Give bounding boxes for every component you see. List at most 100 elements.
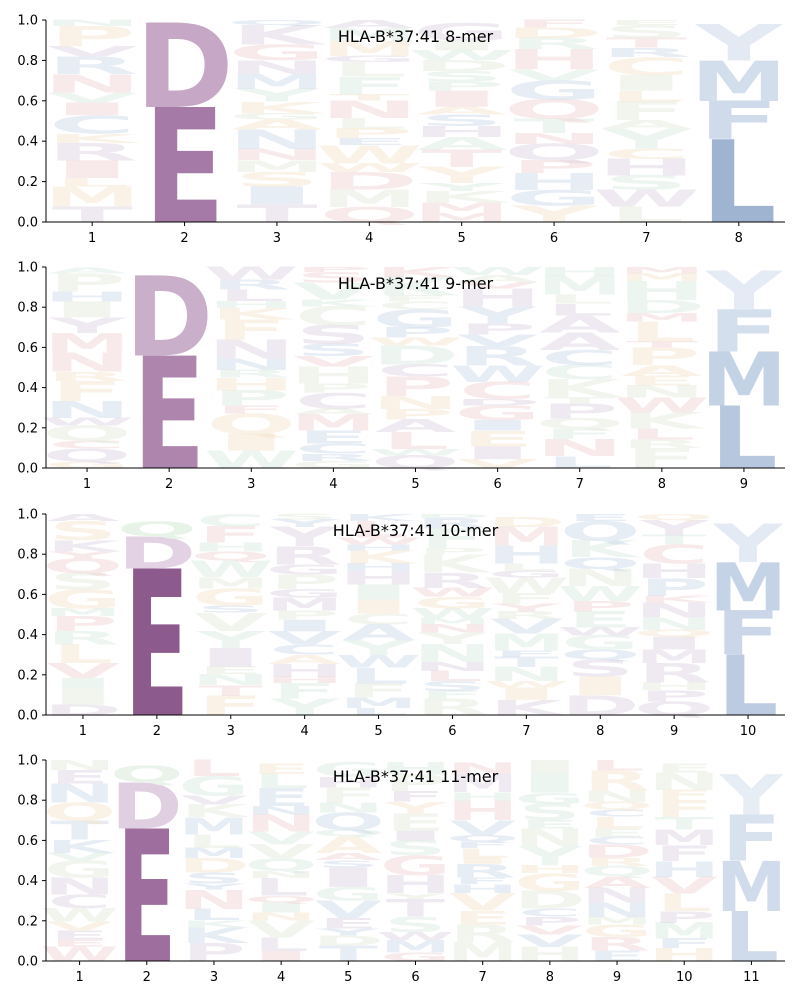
y-tick-label: 0.0 (17, 216, 38, 231)
background-letter-p3: M (192, 574, 269, 592)
background-letter-p1: C (48, 891, 111, 912)
background-letter-p5: M (414, 200, 510, 217)
logo-letter-l-p8: L (701, 117, 777, 249)
y-tick-label: 0.4 (17, 628, 38, 643)
background-letter-p6: W (410, 606, 495, 621)
background-letter-p8: W (558, 625, 643, 638)
background-letter-p1: A (46, 266, 128, 276)
background-letter-p1: P (48, 269, 125, 298)
background-letter-p9: C (585, 835, 648, 847)
y-tick-label: 0.8 (17, 301, 38, 316)
background-letter-p6: C (459, 377, 536, 405)
background-letter-p4: N (245, 910, 317, 922)
background-letter-p4: L (331, 58, 407, 81)
background-letter-p7: F (453, 876, 512, 886)
background-letter-p8: K (621, 408, 707, 434)
background-letter-p1: Q (42, 421, 132, 445)
background-letter-p5: L (348, 517, 409, 543)
background-letter-p4: A (268, 652, 342, 667)
background-letter-p7: C (541, 361, 618, 383)
background-letter-p10: H (648, 857, 720, 882)
background-letter-p3: C (196, 511, 266, 531)
background-letter-p5: Y (417, 181, 506, 193)
background-letter-p3: F (198, 522, 263, 548)
background-letter-p4: H (289, 362, 377, 389)
background-letter-p7: M (537, 271, 623, 301)
x-tick-label: 7 (576, 477, 584, 492)
background-letter-p1: P (48, 612, 118, 636)
background-letter-p1: G (44, 856, 115, 883)
background-letter-p10: L (657, 889, 712, 917)
background-letter-p6: G (413, 594, 491, 612)
background-letter-p1: C (49, 110, 136, 139)
background-letter-p7: Q (446, 834, 519, 844)
background-letter-p1: V (46, 659, 120, 683)
background-letter-p4: M (266, 594, 343, 615)
background-letter-p3: N (207, 335, 295, 365)
background-letter-p10: M (649, 919, 719, 944)
background-letter-p5: G (372, 305, 459, 333)
background-letter-p5: D (312, 933, 384, 949)
logo-letter-m-p11: M (716, 847, 786, 927)
background-letter-p5: K (342, 512, 419, 523)
y-tick-label: 0.6 (17, 341, 38, 356)
background-letter-p7: L (546, 292, 613, 307)
background-letter-p6: Q (504, 94, 605, 125)
background-letter-p3: P (213, 386, 290, 411)
background-letter-p7: K (490, 696, 567, 720)
logo-letter-q-p2: Q (116, 518, 197, 540)
background-letter-p7: Y (491, 602, 563, 614)
background-letter-p4: I (244, 948, 319, 964)
background-letter-p3: V (194, 608, 268, 637)
background-letter-p8: P (518, 914, 581, 928)
background-letter-p4: C (295, 388, 372, 413)
background-letter-p6: R (508, 35, 599, 53)
background-letter-p6: Y (417, 630, 488, 648)
background-letter-p7: L (455, 846, 510, 860)
background-letter-p5: E (319, 915, 378, 932)
y-tick-label: 0.8 (17, 54, 38, 69)
background-letter-p6: I (452, 443, 544, 463)
background-letter-p1: A (46, 512, 120, 523)
background-letter-p5: A (315, 851, 382, 862)
background-letter-p8: E (568, 512, 633, 523)
background-letter-p5: M (414, 211, 510, 225)
background-letter-p5: W (336, 536, 421, 547)
background-letter-p6: T (514, 115, 595, 138)
background-letter-p4: M (321, 24, 417, 45)
background-letter-p6: V (508, 66, 600, 85)
background-letter-p9: C (585, 808, 648, 819)
background-letter-p1: S (49, 516, 117, 546)
background-letter-p6: N (413, 640, 493, 668)
background-letter-p7: R (449, 919, 516, 947)
background-letter-p9: P (639, 574, 709, 602)
background-letter-p8: P (623, 343, 700, 371)
background-letter-p5: K (375, 272, 460, 302)
background-letter-p3: V (181, 793, 248, 808)
background-letter-p7: M (488, 522, 565, 552)
x-tick-label: 1 (75, 970, 83, 985)
background-letter-p8: I (512, 768, 587, 799)
background-letter-p1: C (48, 439, 125, 451)
x-tick-label: 5 (458, 231, 466, 246)
background-letter-p5: S (419, 111, 505, 130)
x-tick-label: 4 (329, 477, 337, 492)
background-letter-p5: G (313, 758, 384, 781)
background-letter-p4: Y (269, 517, 341, 529)
background-letter-p9: M (636, 646, 713, 667)
background-letter-p3: K (180, 918, 250, 930)
background-letter-p3: Y (181, 882, 247, 892)
background-letter-p3: L (186, 756, 241, 781)
background-letter-p8: S (566, 655, 634, 682)
background-letter-p7: W (484, 574, 569, 598)
background-letter-p7: E (453, 907, 512, 929)
x-tick-label: 3 (247, 477, 255, 492)
background-letter-p7: H (487, 541, 567, 569)
x-tick-label: 10 (740, 724, 757, 739)
background-letter-p7: L (546, 453, 613, 472)
background-letter-p4: G (321, 54, 418, 64)
background-letter-p9: H (634, 680, 714, 692)
background-letter-p4: T (329, 93, 410, 103)
background-letter-p8: E (626, 373, 698, 388)
x-tick-label: 4 (301, 724, 309, 739)
